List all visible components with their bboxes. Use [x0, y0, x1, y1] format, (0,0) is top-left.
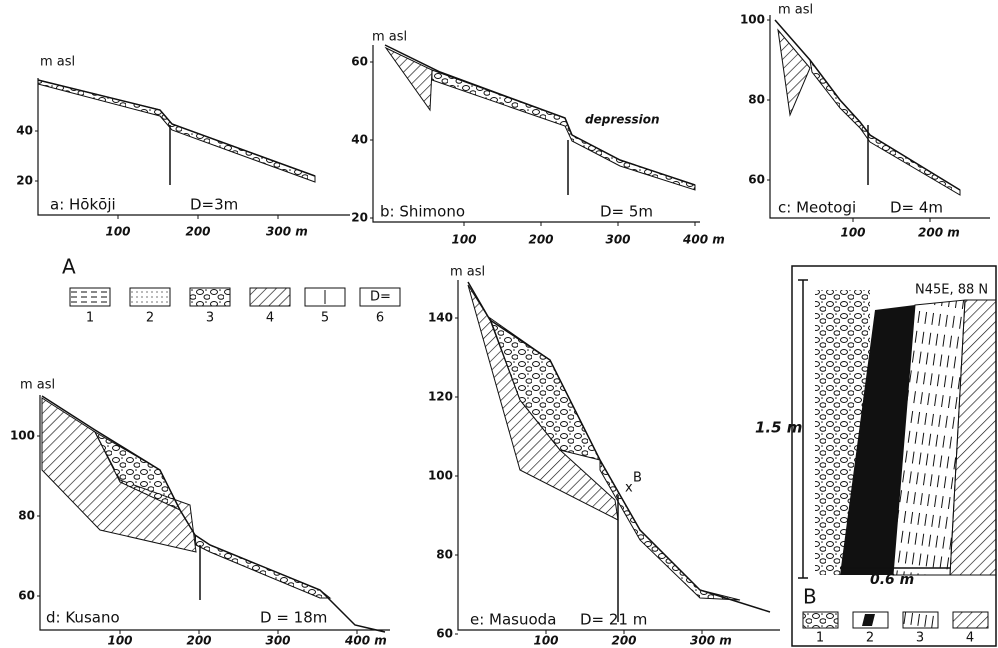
x-tick-label: 100 — [840, 226, 865, 240]
axis-label: m asl — [778, 3, 813, 18]
y-tick-label: 20 — [351, 211, 368, 225]
x-tick-label: 100 — [451, 233, 476, 247]
legend-number: 3 — [206, 311, 214, 326]
panel-label: d: Kusano — [46, 609, 120, 627]
axis-label: m asl — [20, 378, 55, 393]
y-tick-label: 100 — [428, 469, 453, 483]
legend-number: 5 — [321, 311, 329, 326]
x-tick-label: 200 — [185, 225, 210, 239]
legend-number: 4 — [266, 311, 274, 326]
displacement: D= 21 m — [580, 611, 647, 629]
y-tick-label: 20 — [16, 174, 33, 188]
axis-label: m asl — [40, 55, 75, 70]
height: 1.5 m — [755, 419, 802, 437]
legend-number: 2 — [866, 631, 874, 646]
y-tick-label: 40 — [16, 124, 33, 138]
x-tick-label: 100 — [105, 225, 130, 239]
legend-number: 1 — [86, 311, 94, 326]
width: 0.6 m — [870, 572, 914, 588]
y-tick-label: 60 — [351, 55, 368, 69]
texts: depression B A D= N45E, 88 N 1.5 m 0.6 m… — [62, 113, 988, 609]
x-tick-label: 300 — [605, 233, 630, 247]
legend-title: A — [62, 255, 76, 279]
y-tick-label: 80 — [748, 93, 765, 107]
panel-label: b: Shimono — [380, 203, 465, 221]
displacement: D = 18m — [260, 609, 327, 627]
axis-label: m asl — [450, 265, 485, 280]
y-tick-label: 100 — [10, 429, 35, 443]
y-tick-label: 80 — [18, 509, 35, 523]
axis-label: m asl — [372, 30, 407, 45]
section-title: B — [803, 585, 817, 609]
strike: N45E, 88 N — [915, 283, 988, 298]
x-tick-label: 400 m — [344, 634, 387, 648]
x-tick-label: 200 — [528, 233, 553, 247]
legend-number: 2 — [146, 311, 154, 326]
legend-symbol: D= — [370, 290, 391, 305]
x-tick-label: 300 m — [266, 225, 308, 239]
y-tick-label: 120 — [428, 390, 453, 404]
x-tick-label: 200 — [611, 634, 636, 648]
axes — [372, 45, 700, 223]
y-tick-label: 60 — [436, 627, 453, 641]
panel-label: e: Masuoda — [470, 611, 556, 629]
legend-number: 6 — [376, 311, 384, 326]
legend-number: 3 — [916, 631, 924, 646]
x-tick-label: 400 m — [682, 233, 725, 247]
displacement: D= 5m — [600, 203, 653, 221]
y-tick-label: 80 — [436, 548, 453, 562]
x-tick-label: 100 — [107, 634, 132, 648]
axes — [769, 15, 990, 219]
displacement: D=3m — [190, 196, 238, 214]
x-tick-label: 300 m — [690, 634, 732, 648]
legend-number: 1 — [816, 631, 824, 646]
x-tick-label: 200 — [186, 634, 211, 648]
displacement: D= 4m — [890, 199, 943, 217]
legend-number: 4 — [966, 631, 974, 646]
annotation: depression — [585, 113, 660, 127]
panel-label: c: Meotogi — [778, 199, 856, 217]
x-tick-label: 300 — [265, 634, 290, 648]
x-tick-label: 200 m — [918, 226, 960, 240]
y-tick-label: 100 — [740, 13, 765, 27]
section-b — [791, 265, 997, 647]
panel-label: a: Hōkōji — [50, 196, 116, 214]
axes — [37, 78, 350, 216]
y-tick-label: 40 — [351, 133, 368, 147]
y-tick-label: 60 — [748, 173, 765, 187]
profiles: x — [37, 19, 961, 633]
y-tick-label: 140 — [428, 311, 453, 325]
point-label: B — [633, 471, 642, 486]
x-tick-label: 100 — [533, 634, 558, 648]
point-mark: x — [625, 481, 633, 496]
axes — [39, 395, 390, 631]
legend-a — [69, 287, 401, 307]
y-tick-label: 60 — [18, 589, 35, 603]
